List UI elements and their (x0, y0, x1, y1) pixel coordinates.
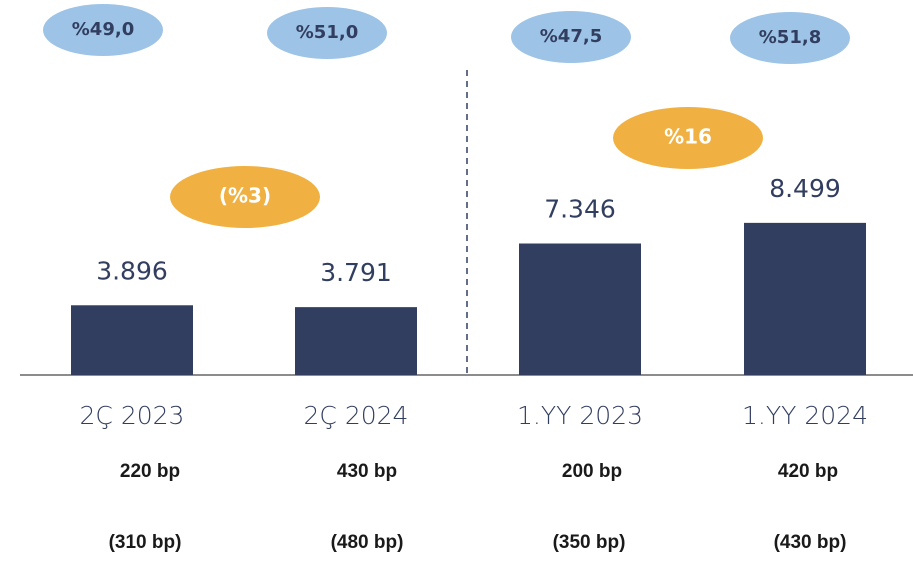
bp-label: 220 bp (120, 461, 180, 482)
growth-bubble (613, 107, 763, 169)
ratio-label: %47,5 (540, 26, 602, 47)
x-tick-label: 2Ç 2023 (80, 401, 185, 430)
value-label: 7.346 (544, 195, 616, 224)
ratio-label: %51,8 (759, 27, 821, 48)
bp-label: 420 bp (778, 461, 838, 482)
value-label: 3.791 (320, 258, 392, 287)
bp-label: (310 bp) (109, 532, 182, 553)
value-label: 3.896 (96, 256, 168, 285)
bar (71, 305, 193, 375)
bp-label: 200 bp (562, 461, 622, 482)
growth-bubble (170, 166, 320, 228)
bp-label: 430 bp (337, 461, 397, 482)
ratio-bubble (730, 12, 850, 64)
bp-label: (350 bp) (553, 532, 626, 553)
ratio-label: %49,0 (72, 19, 134, 40)
value-label: 8.499 (769, 174, 841, 203)
bar (519, 243, 641, 375)
ratio-bubble (511, 11, 631, 63)
ratio-bubble (43, 4, 163, 56)
x-tick-label: 1.YY 2023 (517, 401, 643, 430)
x-tick-label: 2Ç 2024 (304, 401, 409, 430)
bp-label: (430 bp) (774, 532, 847, 553)
bar (744, 222, 866, 375)
ratio-bubble (267, 7, 387, 59)
x-tick-label: 1.YY 2024 (742, 401, 868, 430)
bar (295, 307, 417, 375)
bp-label: (480 bp) (331, 532, 404, 553)
ratio-label: %51,0 (296, 22, 358, 43)
growth-label: %16 (664, 125, 712, 149)
growth-label: (%3) (219, 184, 271, 208)
